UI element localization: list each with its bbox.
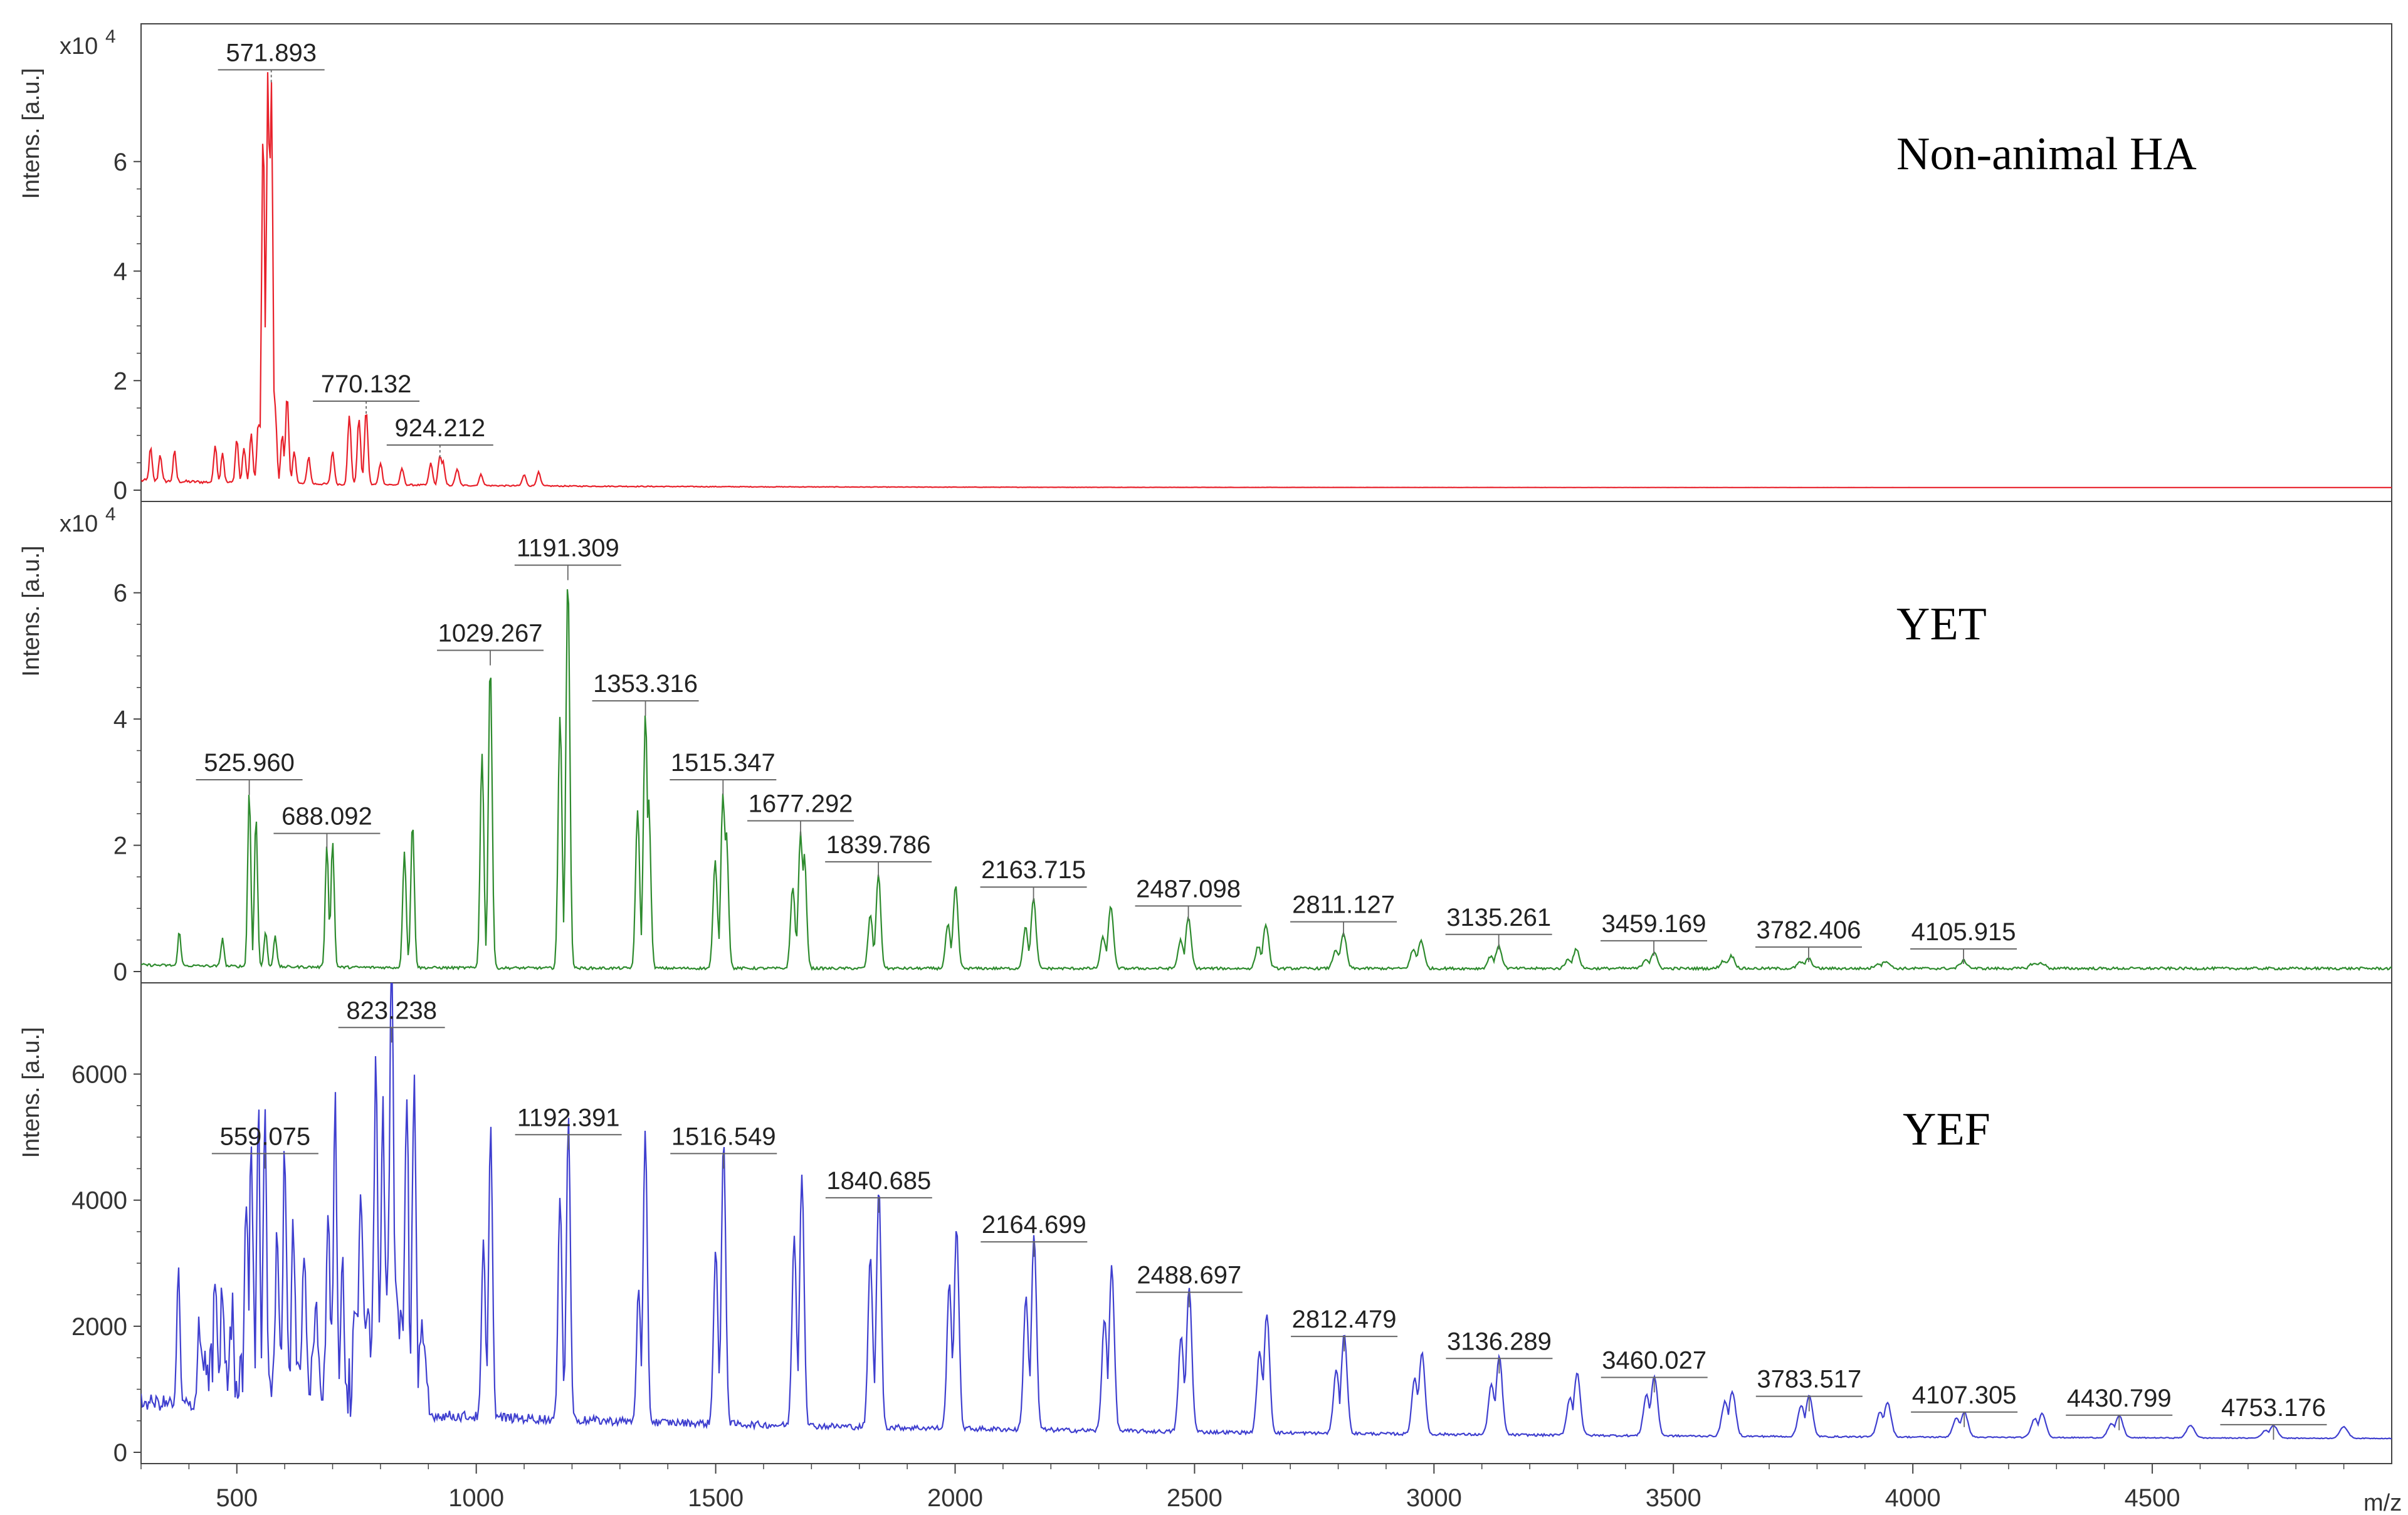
y-axis-label: Intens. [a.u.]	[18, 545, 45, 676]
y-tick-label: 4000	[71, 1187, 127, 1215]
peak-label: 1515.347	[671, 749, 776, 777]
peak-label: 3135.261	[1446, 904, 1551, 931]
peak-label: 688.092	[281, 803, 372, 831]
peak-label: 4430.799	[2067, 1385, 2172, 1412]
peak-label: 770.132	[321, 370, 412, 398]
peak-label: 3460.027	[1602, 1346, 1706, 1374]
peak-label: 1840.685	[826, 1167, 931, 1195]
peak-label: 3783.517	[1757, 1366, 1861, 1393]
x-tick-label: 500	[216, 1484, 258, 1512]
x-tick-label: 2000	[927, 1484, 983, 1512]
spectrum-trace	[141, 589, 2392, 972]
peak-label: 1353.316	[593, 670, 698, 698]
y-tick-label: 0	[113, 1439, 127, 1467]
peak-label: 924.212	[394, 414, 485, 442]
y-axis-label: Intens. [a.u.]	[18, 1027, 45, 1158]
y-tick-label: 0	[113, 477, 127, 505]
series-label: Non-animal HA	[1896, 128, 2197, 180]
spectrum-panels: 0 2 4 6 Intens. [a.u.] x10 4 571.893 770.132 924.…	[18, 23, 2392, 1467]
peak-label: 823.238	[346, 997, 437, 1024]
x-tick-label: 4500	[2125, 1484, 2180, 1512]
peak-label: 2812.479	[1292, 1306, 1397, 1333]
series-label: YEF	[1903, 1104, 1990, 1155]
peak-label: 2164.699	[982, 1211, 1086, 1239]
y-tick-label: 6	[113, 149, 127, 176]
peak-label: 3136.289	[1447, 1328, 1552, 1355]
peak-label: 1191.309	[517, 535, 619, 562]
series-label: YET	[1896, 599, 1987, 650]
y-tick-label: 2	[113, 367, 127, 395]
peak-label: 4107.305	[1912, 1381, 2017, 1409]
y-exponent-label: x10	[60, 511, 98, 537]
y-exponent-power: 4	[105, 26, 116, 47]
y-tick-label: 6000	[71, 1061, 127, 1089]
x-tick-label: 1000	[448, 1484, 504, 1512]
y-axis-label: Intens. [a.u.]	[18, 68, 45, 199]
y-tick-label: 0	[113, 958, 127, 986]
peak-label: 525.960	[204, 749, 295, 777]
panel-frame	[140, 982, 2392, 1464]
spectrum-trace	[141, 72, 2392, 488]
x-axis: 500 1000 1500 2000 2500 3000 3500 4000 4500 m/z	[140, 1464, 2402, 1515]
peak-label: 2811.127	[1292, 891, 1395, 919]
peak-label: 1029.267	[438, 620, 543, 647]
peak-label: 1192.391	[517, 1104, 620, 1131]
y-tick-label: 6	[113, 580, 127, 607]
peak-label: 571.893	[226, 39, 317, 66]
peak-label: 3459.169	[1602, 910, 1706, 938]
x-tick-label: 1500	[688, 1484, 744, 1512]
y-tick-label: 2000	[71, 1313, 127, 1341]
panel-1: 0 2 4 6 Intens. [a.u.] x10 4 525.960 688.092 1029…	[18, 501, 2392, 986]
y-tick-label: 4	[113, 706, 127, 733]
y-tick-label: 2	[113, 832, 127, 860]
x-tick-label: 4000	[1885, 1484, 1941, 1512]
y-tick-label: 4	[113, 258, 127, 286]
x-tick-label: 3500	[1646, 1484, 1701, 1512]
peak-label: 1839.786	[826, 831, 931, 859]
peak-label: 4105.915	[1911, 918, 2016, 946]
peak-label: 1516.549	[671, 1123, 776, 1150]
peak-label: 559.075	[220, 1123, 311, 1150]
x-tick-label: 3000	[1406, 1484, 1462, 1512]
panel-0: 0 2 4 6 Intens. [a.u.] x10 4 571.893 770.132 924.…	[18, 23, 2392, 505]
peak-label: 2487.098	[1136, 875, 1241, 903]
peak-label: 2488.697	[1137, 1262, 1241, 1289]
x-axis-unit-label: m/z	[2363, 1490, 2402, 1515]
spectrum-trace	[141, 983, 2392, 1440]
peak-label: 3782.406	[1757, 916, 1861, 944]
y-exponent-power: 4	[105, 504, 116, 525]
peak-label: 2163.715	[981, 856, 1086, 884]
peak-label: 4753.176	[2221, 1394, 2326, 1422]
peak-label: 1677.292	[749, 790, 853, 817]
x-tick-label: 2500	[1167, 1484, 1222, 1512]
panel-2: 0 2000 4000 6000 Intens. [a.u.] 559.075 823.23…	[18, 982, 2392, 1467]
y-exponent-label: x10	[60, 33, 98, 60]
